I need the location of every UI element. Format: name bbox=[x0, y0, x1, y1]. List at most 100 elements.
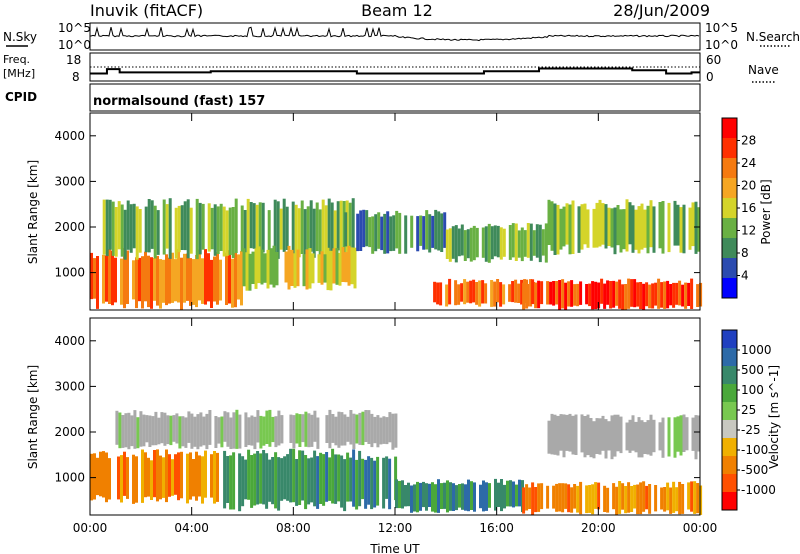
velocity-colorbar-label: Velocity [m s^-1] bbox=[767, 365, 781, 469]
data-cell bbox=[292, 448, 296, 503]
velocity-y-ticks: 1000 2000 3000 4000 bbox=[54, 334, 700, 485]
data-cell bbox=[90, 252, 93, 300]
data-cell bbox=[144, 251, 147, 302]
data-cell bbox=[688, 207, 692, 250]
data-cell bbox=[467, 479, 470, 512]
data-cell bbox=[154, 411, 158, 446]
data-cell bbox=[320, 251, 324, 285]
data-cell bbox=[685, 417, 689, 451]
data-cell bbox=[210, 259, 213, 308]
data-cell bbox=[610, 415, 614, 460]
data-cell bbox=[606, 280, 610, 305]
data-cell bbox=[457, 284, 461, 305]
data-cell bbox=[589, 418, 593, 458]
y-tick-label: 2000 bbox=[54, 220, 85, 234]
data-cell bbox=[148, 415, 152, 447]
data-cell bbox=[150, 460, 153, 500]
data-cell bbox=[693, 481, 697, 514]
data-cell bbox=[271, 457, 275, 505]
data-region bbox=[395, 478, 524, 513]
data-cell bbox=[341, 247, 345, 282]
data-cell bbox=[309, 200, 313, 252]
colorbar-tick-label: 28 bbox=[741, 134, 756, 148]
data-cell bbox=[436, 282, 440, 305]
data-cell bbox=[691, 202, 695, 247]
data-cell bbox=[410, 485, 413, 513]
y-tick-label: 4000 bbox=[54, 129, 85, 143]
data-cell bbox=[385, 417, 389, 445]
cpid-label: CPID bbox=[5, 90, 37, 104]
data-cell bbox=[460, 224, 464, 256]
data-cell bbox=[339, 200, 343, 255]
data-cell bbox=[328, 457, 332, 501]
data-cell bbox=[643, 209, 647, 248]
data-cell bbox=[301, 450, 305, 501]
data-cell bbox=[168, 454, 171, 497]
data-cell bbox=[226, 412, 230, 447]
data-cell bbox=[120, 204, 124, 257]
data-cell bbox=[654, 282, 658, 306]
data-cell bbox=[534, 282, 538, 309]
data-cell bbox=[658, 422, 662, 451]
data-cell bbox=[404, 485, 407, 507]
data-cell bbox=[255, 204, 259, 250]
data-cell bbox=[646, 420, 650, 455]
colorbar-tick-label: 100 bbox=[741, 383, 764, 397]
data-cell bbox=[407, 482, 410, 507]
cpid-panel-frame bbox=[89, 83, 701, 112]
data-cell bbox=[121, 415, 125, 448]
data-cell bbox=[618, 279, 622, 309]
data-cell bbox=[458, 484, 461, 508]
velocity-colorbar: 1000 500 100 25 -25 -100 -500 -1000 bbox=[721, 329, 776, 511]
data-cell bbox=[550, 201, 554, 251]
data-cell bbox=[323, 254, 327, 283]
data-cell bbox=[318, 209, 322, 258]
colorbar-tick-label: 25 bbox=[741, 403, 756, 417]
data-cell bbox=[523, 230, 527, 257]
data-cell bbox=[159, 455, 162, 500]
data-cell bbox=[687, 482, 691, 510]
data-cell bbox=[481, 280, 485, 304]
data-cell bbox=[247, 449, 251, 500]
data-cell bbox=[386, 211, 390, 254]
data-cell bbox=[619, 209, 623, 253]
data-cell bbox=[373, 416, 377, 444]
data-cell bbox=[648, 284, 652, 309]
data-cell bbox=[625, 199, 629, 252]
data-cell bbox=[634, 421, 638, 453]
data-cell bbox=[642, 283, 646, 310]
data-cell bbox=[232, 452, 236, 510]
data-cell bbox=[673, 417, 677, 458]
x-tick-label: 08:00 bbox=[276, 521, 311, 535]
data-cell bbox=[628, 419, 632, 453]
data-cell bbox=[315, 202, 319, 252]
data-cell bbox=[195, 451, 198, 501]
data-cell bbox=[439, 282, 443, 306]
data-cell bbox=[129, 204, 133, 253]
data-cell bbox=[502, 228, 506, 257]
colorbar-tick-label: 20 bbox=[741, 179, 756, 193]
data-cell bbox=[229, 455, 233, 510]
data-cell bbox=[451, 226, 455, 259]
data-cell bbox=[291, 201, 295, 256]
data-cell bbox=[525, 279, 529, 309]
y-tick-label: 1000 bbox=[54, 266, 85, 280]
data-cell bbox=[615, 486, 619, 515]
data-cell bbox=[180, 205, 184, 250]
data-cell bbox=[285, 206, 289, 250]
data-cell bbox=[93, 258, 96, 299]
data-cell bbox=[329, 250, 333, 291]
data-cell bbox=[434, 484, 437, 513]
data-cell bbox=[201, 203, 205, 250]
data-cell bbox=[147, 199, 151, 253]
data-cell bbox=[586, 209, 590, 248]
data-cell bbox=[292, 415, 296, 449]
data-cell bbox=[374, 214, 378, 252]
data-cell bbox=[282, 198, 286, 252]
data-cell bbox=[349, 457, 353, 502]
data-cell bbox=[487, 223, 491, 263]
y-tick-label: 3000 bbox=[54, 174, 85, 188]
data-cell bbox=[460, 283, 464, 302]
nave-tick-top: 60 bbox=[706, 53, 721, 67]
colorbar-swatch bbox=[722, 330, 737, 349]
